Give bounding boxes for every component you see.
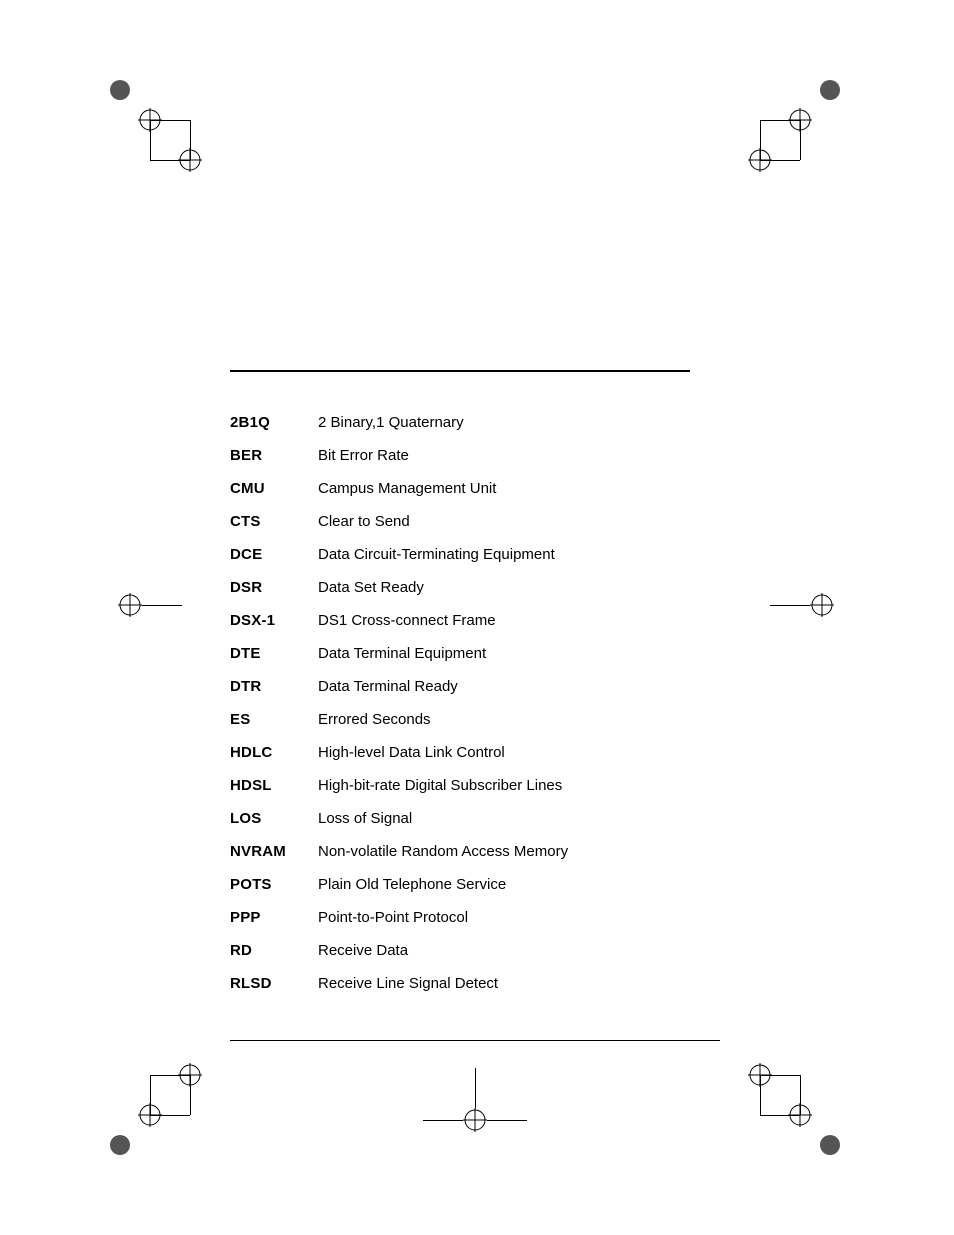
glossary-row: RDReceive Data (230, 942, 568, 959)
glossary-term: RLSD (230, 975, 318, 992)
glossary-term: CTS (230, 513, 318, 530)
glossary-term: CMU (230, 480, 318, 497)
glossary-row: ESErrored Seconds (230, 711, 568, 728)
glossary-definition: High-bit-rate Digital Subscriber Lines (318, 777, 562, 794)
glossary-term: DSR (230, 579, 318, 596)
glossary-row: NVRAMNon-volatile Random Access Memory (230, 843, 568, 860)
glossary-row: DSX-1DS1 Cross-connect Frame (230, 612, 568, 629)
glossary-definition: Plain Old Telephone Service (318, 876, 506, 893)
page: 2B1Q2 Binary,1 QuaternaryBERBit Error Ra… (0, 0, 954, 1235)
glossary-term: DSX-1 (230, 612, 318, 629)
top-rule (230, 370, 690, 372)
glossary-definition: Receive Line Signal Detect (318, 975, 498, 992)
glossary-definition: Data Circuit-Terminating Equipment (318, 546, 555, 563)
glossary-term: BER (230, 447, 318, 464)
glossary-row: PPPPoint-to-Point Protocol (230, 909, 568, 926)
glossary-term: RD (230, 942, 318, 959)
glossary-definition: Data Terminal Equipment (318, 645, 486, 662)
glossary-row: RLSDReceive Line Signal Detect (230, 975, 568, 992)
glossary-list: 2B1Q2 Binary,1 QuaternaryBERBit Error Ra… (230, 414, 568, 1008)
glossary-row: DTRData Terminal Ready (230, 678, 568, 695)
glossary-row: DCEData Circuit-Terminating Equipment (230, 546, 568, 563)
glossary-definition: 2 Binary,1 Quaternary (318, 414, 464, 431)
glossary-row: HDSLHigh-bit-rate Digital Subscriber Lin… (230, 777, 568, 794)
glossary-definition: Loss of Signal (318, 810, 412, 827)
glossary-term: LOS (230, 810, 318, 827)
glossary-term: DCE (230, 546, 318, 563)
glossary-row: HDLCHigh-level Data Link Control (230, 744, 568, 761)
glossary-row: BERBit Error Rate (230, 447, 568, 464)
glossary-definition: Bit Error Rate (318, 447, 409, 464)
glossary-row: DTEData Terminal Equipment (230, 645, 568, 662)
glossary-definition: Non-volatile Random Access Memory (318, 843, 568, 860)
glossary-definition: Data Terminal Ready (318, 678, 458, 695)
glossary-row: 2B1Q2 Binary,1 Quaternary (230, 414, 568, 431)
glossary-term: HDSL (230, 777, 318, 794)
glossary-definition: Data Set Ready (318, 579, 424, 596)
glossary-row: LOSLoss of Signal (230, 810, 568, 827)
glossary-definition: Point-to-Point Protocol (318, 909, 468, 926)
glossary-definition: DS1 Cross-connect Frame (318, 612, 496, 629)
bottom-rule (230, 1040, 720, 1041)
glossary-definition: High-level Data Link Control (318, 744, 505, 761)
glossary-term: DTR (230, 678, 318, 695)
glossary-definition: Receive Data (318, 942, 408, 959)
glossary-term: HDLC (230, 744, 318, 761)
glossary-term: DTE (230, 645, 318, 662)
glossary-term: PPP (230, 909, 318, 926)
glossary-definition: Errored Seconds (318, 711, 431, 728)
glossary-row: CMUCampus Management Unit (230, 480, 568, 497)
glossary-row: CTSClear to Send (230, 513, 568, 530)
glossary-term: POTS (230, 876, 318, 893)
glossary-term: NVRAM (230, 843, 318, 860)
glossary-term: 2B1Q (230, 414, 318, 431)
glossary-row: DSRData Set Ready (230, 579, 568, 596)
glossary-row: POTSPlain Old Telephone Service (230, 876, 568, 893)
glossary-term: ES (230, 711, 318, 728)
glossary-definition: Campus Management Unit (318, 480, 496, 497)
glossary-definition: Clear to Send (318, 513, 410, 530)
